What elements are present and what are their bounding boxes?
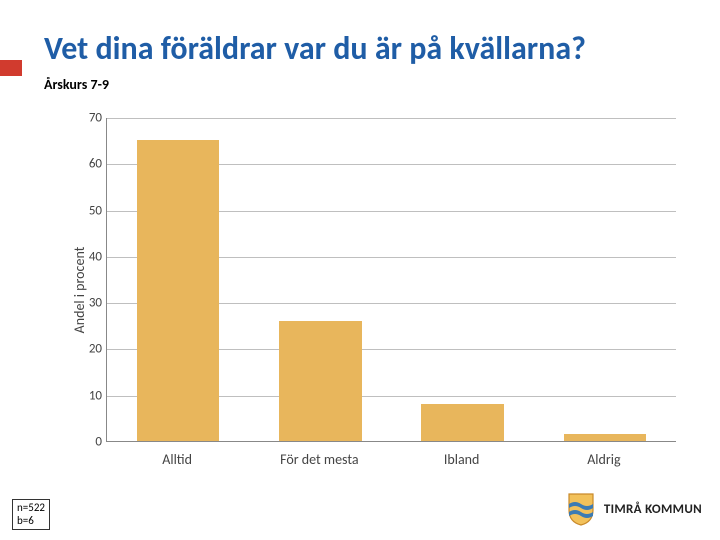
note-b: b=6 — [17, 514, 45, 528]
x-category-label: Ibland — [444, 451, 480, 468]
bar — [137, 140, 220, 441]
note-n: n=522 — [17, 501, 45, 515]
sample-note: n=522 b=6 — [12, 499, 50, 531]
bar — [279, 321, 362, 441]
brand: TIMRÅ KOMMUN — [566, 492, 702, 526]
x-category-label: Alltid — [162, 451, 192, 468]
page-subtitle: Årskurs 7-9 — [44, 76, 109, 93]
brand-text: TIMRÅ KOMMUN — [604, 502, 702, 517]
page-title: Vet dina föräldrar var du är på kvällarn… — [44, 32, 586, 66]
bar-chart: Andel i procent 010203040506070AlltidFör… — [44, 110, 684, 470]
y-tick-label: 50 — [74, 203, 102, 218]
y-tick-label: 70 — [74, 111, 102, 126]
slide-root: { "title": "Vet dina föräldrar var du är… — [0, 0, 720, 540]
x-category-label: Aldrig — [587, 451, 620, 468]
y-tick-label: 30 — [74, 296, 102, 311]
x-category-label: För det mesta — [280, 451, 358, 468]
y-tick-label: 60 — [74, 157, 102, 172]
y-tick-label: 0 — [74, 435, 102, 450]
plot-area — [106, 118, 676, 442]
crest-icon — [566, 492, 596, 526]
y-tick-label: 20 — [74, 342, 102, 357]
y-tick-label: 40 — [74, 249, 102, 264]
grid-line — [107, 118, 676, 119]
accent-bar — [0, 60, 22, 76]
y-tick-label: 10 — [74, 388, 102, 403]
bar — [421, 404, 504, 441]
bar — [564, 434, 647, 441]
